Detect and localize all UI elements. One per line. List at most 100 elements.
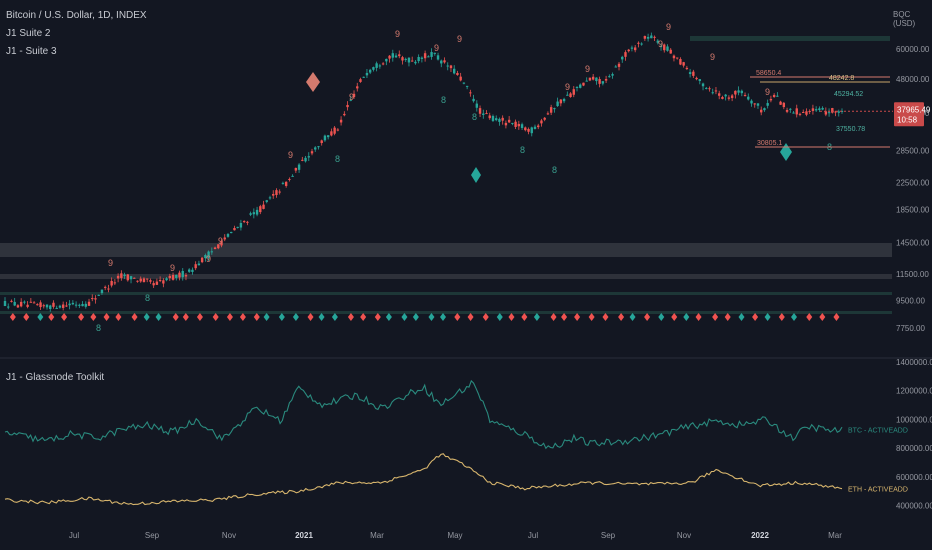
count-digit: 8	[472, 112, 477, 122]
candle-body	[504, 122, 508, 126]
candle-body	[663, 44, 666, 51]
signal-diamond	[61, 313, 68, 321]
glassnode-axis[interactable]: 1400000.00 1200000.00 1000000.00 800000.00 6…	[896, 358, 932, 511]
count-digit: 9	[170, 263, 175, 273]
count-digit: 9	[710, 52, 715, 62]
count-digit: 9	[349, 92, 354, 102]
count-digit: 8	[335, 154, 340, 164]
candle-body	[262, 204, 265, 209]
candle-body	[171, 274, 175, 280]
signal-diamond	[37, 313, 44, 321]
candle-body	[643, 36, 647, 39]
candle-body	[204, 254, 207, 259]
candle-body	[49, 305, 52, 310]
price-tick-label: 11500.00	[896, 270, 929, 279]
candle-body	[10, 300, 13, 302]
candle-body	[682, 62, 685, 66]
candle-body	[268, 197, 272, 199]
candle-body	[517, 123, 521, 127]
candle-body	[511, 122, 514, 124]
candle-body	[123, 274, 126, 277]
candle-body	[627, 49, 630, 52]
candle-body	[16, 305, 20, 308]
signal-diamond	[307, 313, 314, 321]
signal-diamond	[428, 313, 435, 321]
candle-body	[556, 101, 559, 107]
glassnode-series: BTC - ACTIVEADD ETH - ACTIVEADD	[4, 379, 908, 506]
candle-body	[685, 67, 689, 70]
candle-body	[3, 300, 7, 307]
btc-series-label: BTC - ACTIVEADD	[848, 428, 908, 435]
count-digit: 9	[108, 258, 113, 268]
candle-body	[252, 212, 256, 215]
glassnode-tick-label: 1200000.00	[896, 387, 932, 396]
candle-body	[226, 234, 230, 237]
candle-body	[491, 115, 495, 121]
candle-body	[482, 113, 485, 115]
price-tick-label: 9500.00	[896, 296, 925, 305]
candle-body	[36, 304, 39, 306]
candle-body	[145, 278, 149, 280]
candle-body	[381, 63, 385, 65]
candle-body	[811, 108, 815, 111]
time-tick-label: Nov	[222, 531, 236, 540]
price-tick-label: 7750.00	[896, 324, 925, 333]
time-tick-label: Sep	[145, 531, 160, 540]
candle-body	[727, 97, 731, 99]
candle-body	[688, 72, 692, 75]
candle-body	[407, 57, 411, 63]
signal-diamond	[9, 313, 16, 321]
time-tick-label: Jul	[528, 531, 538, 540]
price-levels: 58650.4 48242.8 45294.52 30805.1 37550.78	[750, 70, 890, 148]
candle-body	[798, 113, 802, 115]
candle-body	[753, 103, 756, 105]
signal-diamond	[360, 313, 367, 321]
candle-body	[184, 275, 188, 277]
level-label: 30805.1	[757, 140, 782, 147]
signal-diamond	[253, 313, 260, 321]
signal-diamond	[819, 313, 826, 321]
candle-body	[162, 280, 165, 284]
candle-body	[436, 55, 440, 60]
candle-body	[61, 304, 65, 308]
candle-body	[375, 63, 378, 68]
signal-diamond	[115, 313, 122, 321]
candle-body	[559, 99, 563, 104]
candle-body	[760, 109, 763, 113]
candle-body	[39, 302, 42, 308]
candle-body	[737, 90, 740, 93]
glassnode-tick-label: 800000.00	[896, 444, 932, 453]
glassnode-title[interactable]: J1 - Glassnode Toolkit	[6, 372, 105, 383]
candle-body	[498, 118, 501, 122]
candle-body	[591, 76, 595, 80]
candle-body	[507, 119, 511, 123]
candle-body	[91, 298, 94, 300]
signal-diamond	[533, 313, 540, 321]
candle-body	[459, 76, 462, 81]
candle-body	[659, 46, 663, 48]
signal-diamond	[331, 313, 338, 321]
candle-body	[317, 146, 320, 148]
indicator-suite-2[interactable]: J1 Suite 2	[6, 28, 51, 39]
candle-body	[23, 301, 26, 303]
candle-body	[346, 104, 349, 108]
candle-body	[708, 88, 711, 90]
candle-body	[779, 101, 782, 105]
count-digit: 9	[218, 236, 223, 246]
indicator-suite-3[interactable]: J1 - Suite 3	[6, 46, 57, 57]
candle-body	[743, 94, 747, 96]
signal-diamond	[778, 313, 785, 321]
signal-diamond	[48, 313, 55, 321]
signal-diamond	[671, 313, 678, 321]
count-digit: 8	[552, 165, 557, 175]
count-digit: 9	[288, 150, 293, 160]
signal-diamond	[182, 313, 189, 321]
time-axis[interactable]: Jul Sep Nov 2021 Mar May Jul Sep Nov 2022 Mar	[69, 531, 842, 540]
candle-body	[359, 79, 362, 82]
candle-body	[714, 90, 718, 92]
candle-body	[795, 108, 798, 115]
candle-body	[537, 125, 540, 128]
symbol-title[interactable]: Bitcoin / U.S. Dollar, 1D, INDEX	[6, 10, 147, 21]
